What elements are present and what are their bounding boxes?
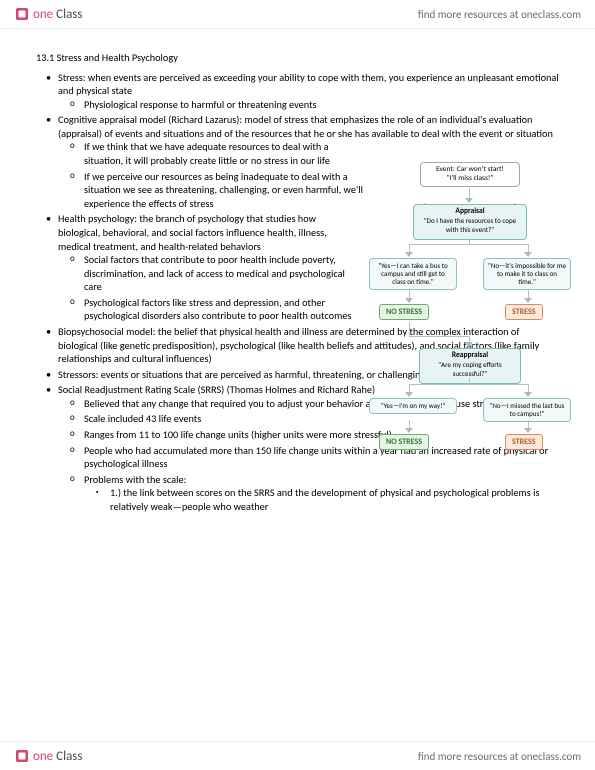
fc-stress-text: STRESS [512,307,536,317]
footer-logo: oneClass [14,748,82,764]
header-link[interactable]: find more resources at oneclass.com [418,8,581,21]
document-body: 13.1 Stress and Health Psychology Stress… [0,29,595,566]
section-title: 13.1 Stress and Health Psychology [36,51,559,65]
fc-stress2-text: STRESS [512,437,536,447]
bullet-stress: Stress: when events are perceived as exc… [58,71,559,112]
fc-nostress-text: NO STRESS [386,307,422,317]
footer-link[interactable]: find more resources at oneclass.com [418,750,581,763]
fc-stress1: STRESS [505,304,543,320]
fc-yes2-text: "Yes—I'm on my way!" [381,401,445,410]
sub-bullet: People who had accumulated more than 150… [84,444,559,471]
bullet-text: Problems with the scale: [84,473,186,486]
wrapped-text: Health psychology: the branch of psychol… [58,212,358,253]
bullet-text: Stress: when events are perceived as exc… [58,71,559,98]
wrapped-text: If we think that we have adequate resour… [84,140,364,167]
fc-reappraisal-q: "Are my coping efforts successful?" [438,360,502,379]
fc-reappraisal-box: Reappraisal "Are my coping efforts succe… [419,348,521,384]
logo-icon [14,6,30,22]
fc-yes1-box: "Yes—I can take a bus to campus and stil… [369,258,457,290]
sub-bullet: Psychological factors like stress and de… [84,296,559,323]
wrapped-text: Psychological factors like stress and de… [84,296,364,323]
bullet-text: Cognitive appraisal model (Richard Lazar… [58,113,553,140]
fc-nostress2-text: NO STRESS [386,437,422,447]
sub-bullet: Ranges from 11 to 100 life change units … [84,428,559,442]
fc-appraisal-q: "Do I have the resources to cope with th… [424,216,516,235]
fc-nostress2: NO STRESS [379,434,429,450]
page-footer: oneClass find more resources at oneclass… [0,741,595,770]
fc-appraisal-box: Appraisal "Do I have the resources to co… [413,204,527,240]
fc-no1-text: "No—it's impossible for me to make it to… [488,261,566,286]
wrapped-text: If we perceive our resources as being in… [84,170,364,211]
sub-bullet: Physiological response to harmful or thr… [84,98,559,112]
sub-sub-bullet: 1.) the link between scores on the SRRS … [110,486,559,513]
wrapped-text: Social factors that contribute to poor h… [84,253,364,294]
sub-bullet: Problems with the scale: 1.) the link be… [84,473,559,514]
logo-text-class: Class [56,749,82,764]
logo-icon [14,748,30,764]
fc-no2-text: "No—I missed the last bus to campus!" [490,401,565,418]
fc-nostress1: NO STRESS [379,304,429,320]
logo-text-class: Class [56,7,82,22]
fc-stress2: STRESS [505,434,543,450]
fc-no1-box: "No—it's impossible for me to make it to… [483,258,571,290]
fc-yes1-text: "Yes—I can take a bus to campus and stil… [378,261,447,286]
logo-text-one: one [33,7,53,22]
logo: oneClass [14,6,82,22]
fc-event-text: Event: Car won't start! "I'll miss class… [436,165,504,183]
logo-text-one: one [33,749,53,764]
fc-yes2-box: "Yes—I'm on my way!" [369,398,457,414]
bullet-text: Social Readjustment Rating Scale (SRRS) … [58,383,375,396]
fc-no2-box: "No—I missed the last bus to campus!" [483,398,571,422]
page-header: oneClass find more resources at oneclass… [0,0,595,29]
fc-event-box: Event: Car won't start! "I'll miss class… [420,162,520,187]
